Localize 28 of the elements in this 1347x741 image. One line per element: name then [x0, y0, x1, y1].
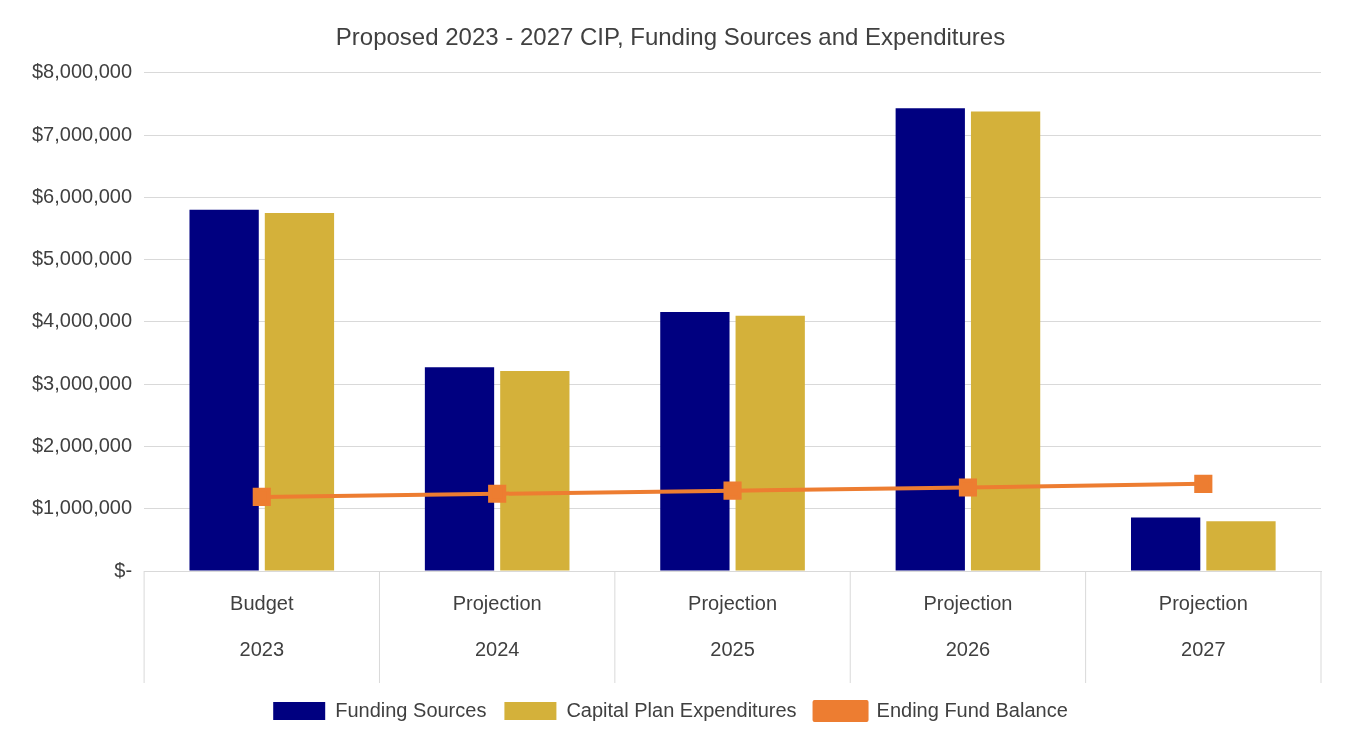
y-tick-label: $1,000,000 [31, 496, 133, 519]
y-tick-label: $7,000,000 [31, 122, 133, 145]
bar [1206, 521, 1276, 571]
bar [1131, 517, 1201, 571]
bar [189, 209, 259, 571]
legend-label: Funding Sources [335, 698, 487, 721]
category-label: Projection 2025 [688, 591, 778, 660]
category-label: Projection 2024 [452, 591, 542, 660]
bar [895, 108, 965, 571]
bar [970, 111, 1041, 571]
y-tick-label: $6,000,000 [31, 184, 133, 207]
category-label: Projection 2026 [923, 591, 1013, 660]
bar [735, 315, 805, 571]
category-label: Budget 2023 [230, 591, 294, 660]
legend-label: Capital Plan Expenditures [566, 698, 797, 721]
y-tick-label: $4,000,000 [31, 309, 133, 332]
legend-label: Ending Fund Balance [876, 698, 1068, 721]
category-label: Projection 2027 [1158, 591, 1248, 660]
y-tick-label: $8,000,000 [31, 60, 133, 83]
y-tick-label: $2,000,000 [31, 433, 133, 456]
y-tick-label: $- [114, 558, 133, 581]
bar [500, 371, 570, 571]
chart-title: Proposed 2023 - 2027 CIP, Funding Sources and Expenditures [335, 23, 1006, 51]
bar [264, 212, 335, 571]
bar [660, 311, 730, 571]
y-tick-label: $3,000,000 [31, 371, 133, 394]
y-tick-label: $5,000,000 [31, 247, 133, 270]
bar [424, 367, 495, 571]
